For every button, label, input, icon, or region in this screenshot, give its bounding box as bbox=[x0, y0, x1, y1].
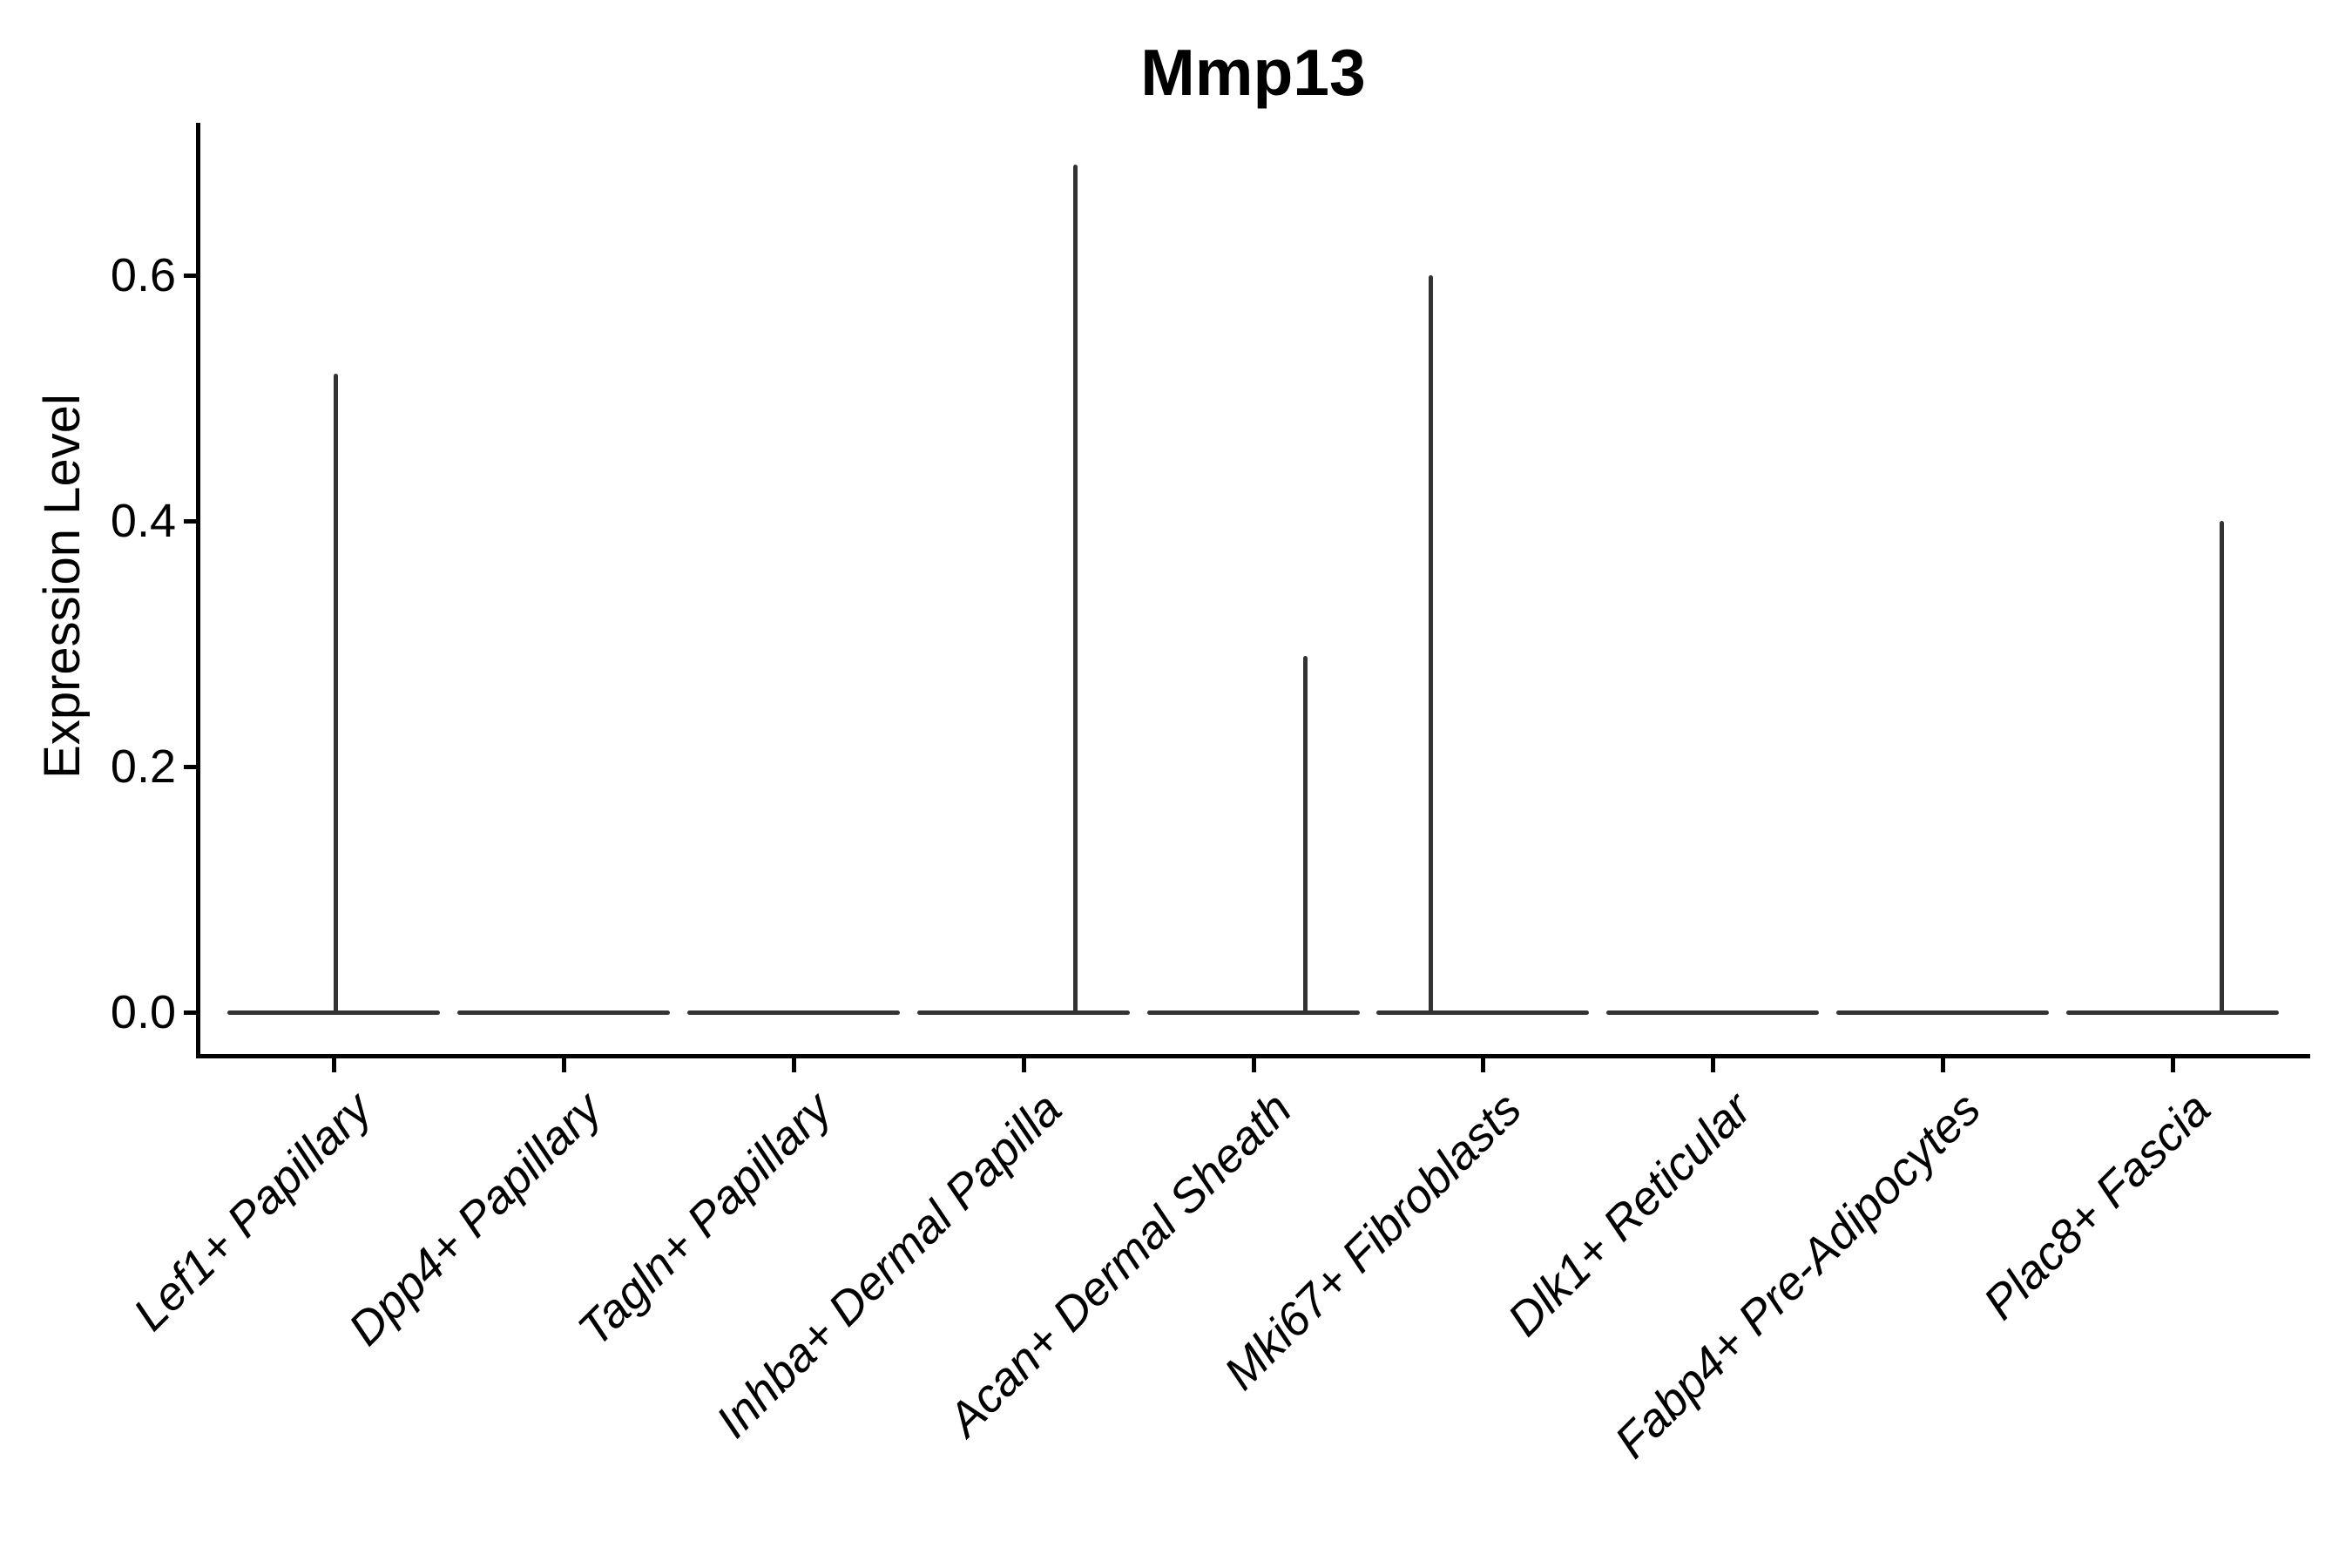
y-tick bbox=[184, 765, 198, 769]
x-tick bbox=[1941, 1058, 1946, 1072]
x-tick-label: Plac8+ Fascia bbox=[1973, 1082, 2221, 1330]
violin-spike bbox=[334, 373, 338, 1012]
violin-base bbox=[1836, 1010, 2050, 1015]
x-tick bbox=[332, 1058, 336, 1072]
x-tick bbox=[1251, 1058, 1256, 1072]
violin-base bbox=[227, 1010, 440, 1015]
x-tick bbox=[791, 1058, 796, 1072]
violin-base bbox=[916, 1010, 1130, 1015]
y-tick-label: 0.2 bbox=[110, 740, 176, 793]
y-tick bbox=[184, 519, 198, 524]
violin-base bbox=[456, 1010, 670, 1015]
x-tick bbox=[1021, 1058, 1026, 1072]
violin-base bbox=[686, 1010, 900, 1015]
x-tick bbox=[561, 1058, 566, 1072]
x-tick bbox=[2171, 1058, 2175, 1072]
y-tick-label: 0.4 bbox=[110, 495, 176, 547]
violin-spike bbox=[1429, 275, 1434, 1012]
violin-base bbox=[2066, 1010, 2279, 1015]
violin-base bbox=[1606, 1010, 1820, 1015]
violin-spike bbox=[1072, 165, 1078, 1012]
y-axis-label: Expression Level bbox=[34, 394, 91, 779]
y-axis-spine bbox=[196, 123, 200, 1058]
x-tick-label: Lef1+ Papillary bbox=[124, 1082, 382, 1341]
x-tick-label: Dlk1+ Reticular bbox=[1497, 1082, 1761, 1347]
x-tick bbox=[1481, 1058, 1486, 1072]
violin-base bbox=[1146, 1010, 1360, 1015]
violin-spike bbox=[1302, 656, 1308, 1012]
y-tick-label: 0.0 bbox=[110, 986, 176, 1038]
y-tick bbox=[184, 274, 198, 278]
plot-title: Mmp13 bbox=[1140, 36, 1366, 109]
violin-spike bbox=[2220, 521, 2224, 1012]
y-tick bbox=[184, 1010, 198, 1015]
x-tick-label: Tagln+ Papillary bbox=[568, 1082, 842, 1356]
violin-base bbox=[1376, 1010, 1590, 1015]
y-tick-label: 0.6 bbox=[110, 249, 176, 301]
x-tick bbox=[1711, 1058, 1716, 1072]
x-axis-spine bbox=[196, 1054, 2310, 1058]
x-tick-label: Dpp4+ Papillary bbox=[339, 1082, 612, 1355]
